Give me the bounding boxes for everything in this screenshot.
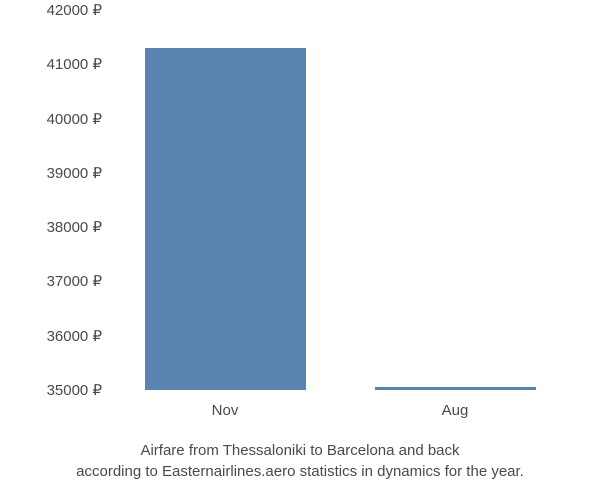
caption-line-1: Airfare from Thessaloniki to Barcelona a… bbox=[140, 442, 459, 459]
y-tick-label: 40000 ₽ bbox=[20, 110, 102, 128]
y-tick-label: 37000 ₽ bbox=[20, 272, 102, 290]
airfare-bar-chart: 35000 ₽ 36000 ₽ 37000 ₽ 38000 ₽ 39000 ₽ 40000… bbox=[20, 10, 580, 430]
bar-aug bbox=[375, 387, 536, 390]
plot-area bbox=[110, 10, 570, 390]
y-tick-label: 41000 ₽ bbox=[20, 55, 102, 73]
y-tick-label: 35000 ₽ bbox=[20, 381, 102, 399]
x-label-aug: Aug bbox=[442, 402, 469, 419]
x-label-nov: Nov bbox=[212, 402, 239, 419]
y-tick-label: 39000 ₽ bbox=[20, 164, 102, 182]
y-tick-label: 42000 ₽ bbox=[20, 1, 102, 19]
bar-nov bbox=[145, 48, 306, 390]
y-tick-label: 38000 ₽ bbox=[20, 218, 102, 236]
caption-line-2: according to Easternairlines.aero statis… bbox=[76, 463, 524, 480]
chart-caption: Airfare from Thessaloniki to Barcelona a… bbox=[0, 440, 600, 482]
y-tick-label: 36000 ₽ bbox=[20, 327, 102, 345]
